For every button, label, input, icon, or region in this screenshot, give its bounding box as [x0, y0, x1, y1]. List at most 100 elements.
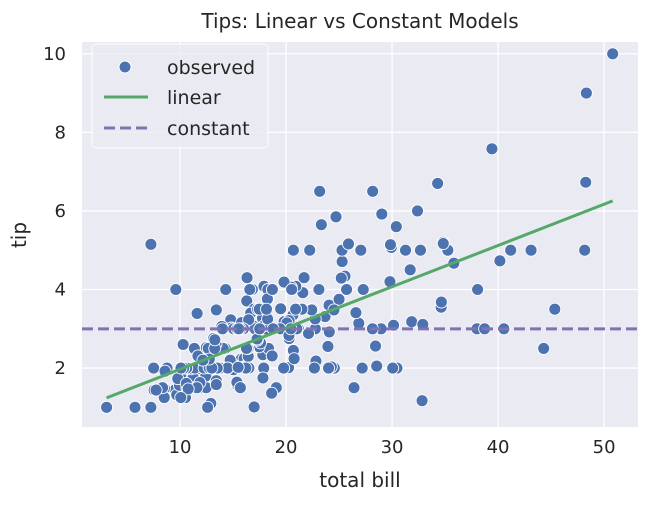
legend-observed-label: observed: [167, 57, 255, 79]
data-point: [347, 381, 361, 395]
data-point: [321, 340, 335, 353]
y-tick-label: 6: [55, 201, 66, 222]
data-point: [342, 237, 355, 251]
data-point: [259, 302, 273, 316]
data-point: [415, 394, 429, 408]
y-axis-label: tip: [7, 222, 31, 248]
x-tick-label: 50: [593, 437, 616, 458]
data-point: [355, 361, 369, 375]
legend-linear-label: linear: [167, 87, 221, 109]
data-point: [493, 254, 507, 268]
y-tick-label: 10: [43, 44, 66, 65]
data-point: [332, 292, 346, 306]
data-point: [181, 382, 195, 396]
legend: observed linear constant: [91, 43, 269, 149]
x-tick-labels: 10 20 30 40 50: [169, 437, 616, 458]
x-tick-label: 30: [381, 437, 404, 458]
data-point: [322, 361, 336, 375]
data-point: [504, 243, 518, 257]
data-point: [176, 338, 190, 351]
data-point: [286, 243, 300, 257]
data-point: [287, 352, 301, 366]
data-point: [537, 341, 551, 355]
legend-box: [91, 43, 269, 149]
data-point: [548, 302, 562, 316]
data-point: [369, 339, 382, 353]
data-point: [579, 175, 593, 189]
data-point: [389, 220, 403, 234]
data-point: [370, 359, 384, 373]
data-point: [231, 360, 245, 374]
data-point: [209, 303, 223, 317]
x-tick-label: 40: [487, 437, 510, 458]
data-point: [405, 315, 419, 329]
data-point: [240, 271, 254, 285]
data-point: [128, 400, 142, 414]
data-point: [411, 204, 424, 218]
data-point: [314, 218, 328, 232]
data-point: [436, 237, 450, 250]
data-point: [277, 361, 291, 375]
data-point: [524, 243, 538, 257]
data-point: [334, 271, 348, 285]
data-point: [349, 306, 363, 320]
legend-constant-label: constant: [167, 118, 250, 140]
data-point: [144, 237, 158, 251]
data-point: [243, 283, 257, 296]
data-point: [274, 302, 288, 316]
legend-observed-marker: [118, 60, 132, 74]
data-point: [265, 386, 279, 400]
data-point: [313, 184, 327, 198]
y-tick-label: 8: [55, 122, 66, 143]
data-point: [297, 271, 311, 285]
x-tick-label: 20: [275, 437, 298, 458]
data-point: [434, 295, 448, 309]
data-point: [340, 283, 354, 296]
data-point: [579, 86, 593, 100]
y-tick-label: 2: [55, 358, 66, 379]
data-point: [169, 283, 183, 296]
data-point: [312, 283, 326, 296]
data-point: [471, 283, 485, 296]
data-point: [100, 400, 114, 414]
y-tick-label: 4: [55, 280, 66, 301]
data-point: [414, 243, 427, 257]
data-point: [403, 263, 417, 277]
data-point: [201, 400, 215, 414]
chart-title: Tips: Linear vs Constant Models: [200, 9, 518, 33]
data-point: [386, 361, 400, 375]
data-point: [356, 283, 370, 296]
data-point: [247, 400, 261, 414]
data-point: [144, 400, 158, 414]
x-tick-label: 10: [169, 437, 192, 458]
data-point: [174, 391, 188, 404]
data-point: [335, 255, 349, 269]
data-point: [375, 207, 389, 221]
data-point: [209, 378, 223, 392]
data-point: [149, 383, 163, 397]
data-point: [289, 302, 303, 316]
data-point: [307, 361, 321, 375]
data-point: [366, 184, 380, 198]
data-point: [285, 283, 299, 296]
data-point: [147, 361, 161, 375]
data-point: [384, 238, 397, 252]
data-point: [329, 210, 343, 224]
data-point: [485, 142, 499, 156]
data-point: [219, 283, 233, 296]
data-point: [233, 381, 247, 395]
data-point: [303, 243, 317, 257]
data-point: [265, 283, 279, 296]
data-point: [606, 47, 620, 61]
data-point: [208, 333, 222, 347]
linear-fit-line: [106, 199, 614, 400]
y-tick-labels: 2 4 6 8 10: [43, 44, 66, 379]
data-point: [354, 243, 368, 257]
x-axis-label: total bill: [319, 468, 400, 492]
data-point: [265, 349, 279, 363]
data-point: [256, 371, 270, 385]
data-point: [431, 176, 445, 190]
data-point: [578, 243, 592, 257]
data-point: [190, 307, 204, 320]
